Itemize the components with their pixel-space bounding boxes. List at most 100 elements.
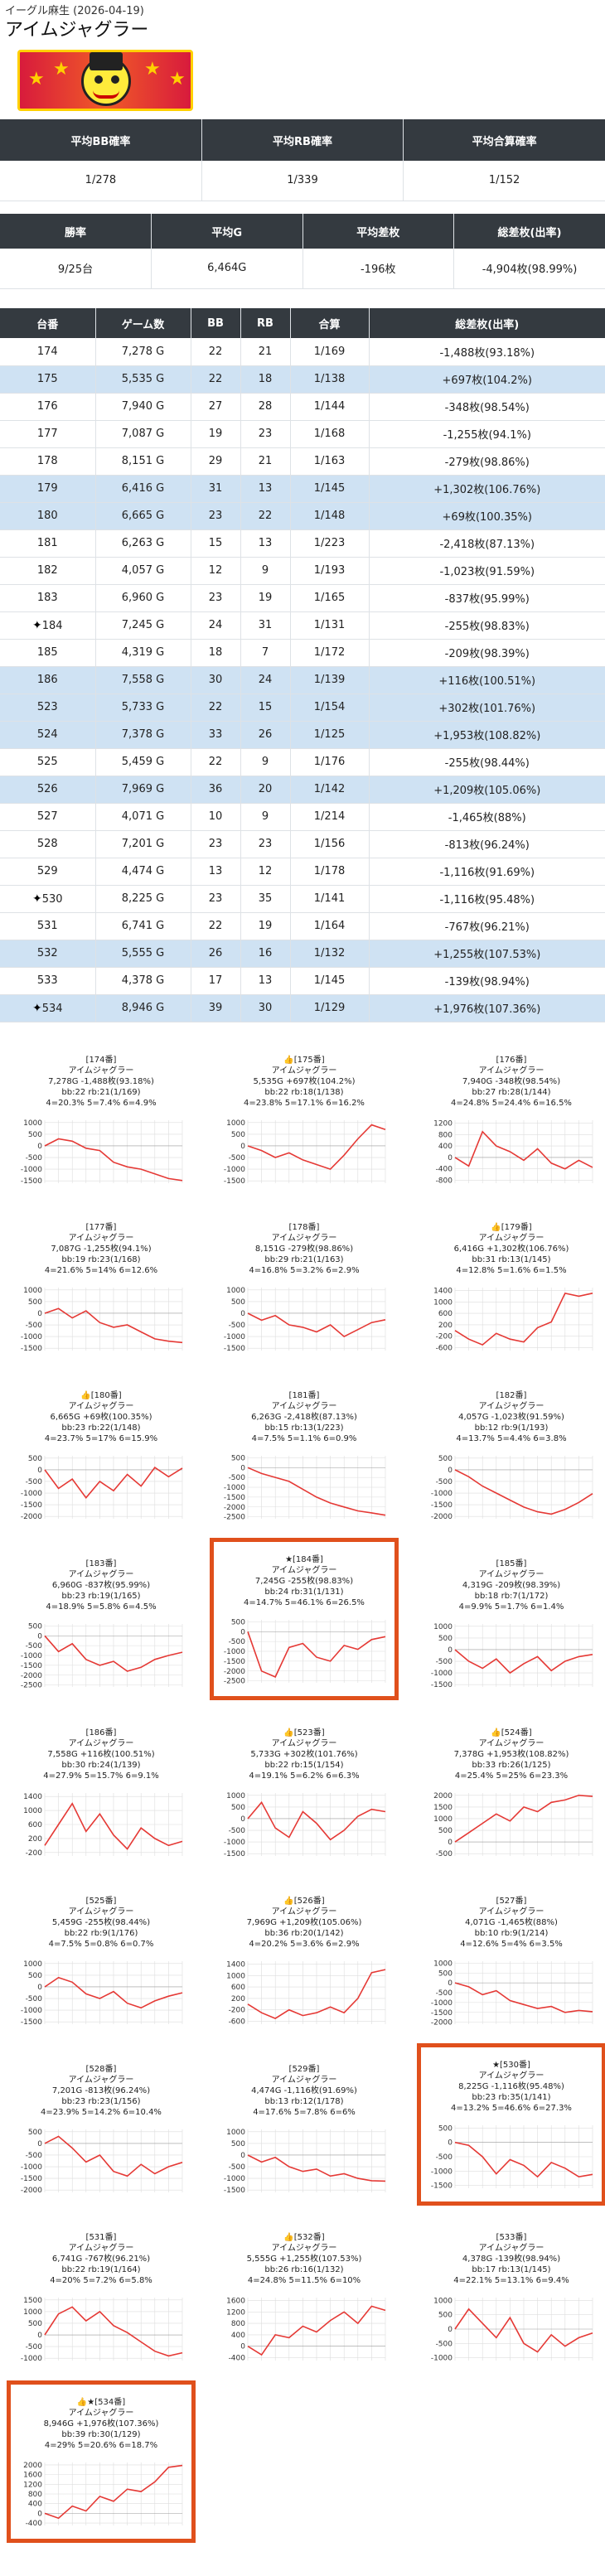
card-l1: 7,969G +1,209枚(105.06%) <box>246 1918 362 1927</box>
machine-graph-card[interactable]: 👍[524番] アイムジャグラー 7,378G +1,953枚(108.82%) bb… <box>417 1711 605 1873</box>
table-row[interactable]: 176 7,940 G 27 28 1/144 -348枚(98.54%) <box>0 393 605 421</box>
machine-graph-card[interactable]: [178番] アイムジャグラー 8,151G -279枚(98.86%) bb:29 … <box>210 1206 399 1368</box>
y-tick-label: 1000 <box>23 2308 42 2317</box>
cell-diff: +1,209枚(105.06%) <box>368 776 605 804</box>
header-total-prob[interactable]: 合算 <box>289 308 369 338</box>
cell-no: 532 <box>0 940 95 968</box>
y-tick-label: -400 <box>436 1166 453 1174</box>
table-row[interactable]: 524 7,378 G 33 26 1/125 +1,953枚(108.82%) <box>0 721 605 749</box>
table-row[interactable]: 523 5,733 G 22 15 1/154 +302枚(101.76%) <box>0 694 605 722</box>
card-l2: bb:29 rb:21(1/163) <box>264 1255 344 1264</box>
card-l1: 7,245G -255枚(98.83%) <box>254 1577 354 1586</box>
machine-graph-card[interactable]: [528番] アイムジャグラー 7,201G -813枚(96.24%) bb:23 … <box>7 2047 196 2210</box>
cell-bb: 23 <box>190 502 240 530</box>
card-l3: 4=27.9% 5=15.7% 6=9.1% <box>43 1771 159 1781</box>
cell-games: 5,555 G <box>94 940 191 968</box>
slump-graph: 500 0 -500 -1000 -1500 -2000 -2500 <box>224 1618 386 1685</box>
machine-graph-card[interactable]: [185番] アイムジャグラー 4,319G -209枚(98.39%) bb:18 … <box>417 1542 605 1704</box>
table-row[interactable]: 178 8,151 G 29 21 1/163 -279枚(98.86%) <box>0 447 605 476</box>
breadcrumb[interactable]: イーグル麻生 (2026-04-19) <box>5 5 144 17</box>
table-row[interactable]: 175 5,535 G 22 18 1/138 +697枚(104.2%) <box>0 365 605 394</box>
cell-diff: +1,976枚(107.36%) <box>368 994 605 1022</box>
table-row[interactable]: 531 6,741 G 22 19 1/164 -767枚(96.21%) <box>0 912 605 940</box>
header-rb[interactable]: RB <box>240 308 290 338</box>
machine-graph-card[interactable]: 👍[175番] アイムジャグラー 5,535G +697枚(104.2%) bb:22… <box>210 1038 399 1201</box>
table-row[interactable]: 179 6,416 G 31 13 1/145 +1,302枚(106.76%) <box>0 475 605 503</box>
machine-graph-card[interactable]: [177番] アイムジャグラー 7,087G -1,255枚(94.1%) bb:19… <box>7 1206 196 1368</box>
machine-graph-card[interactable]: [174番] アイムジャグラー 7,278G -1,488枚(93.18%) bb:2… <box>7 1038 196 1201</box>
card-l1: 7,278G -1,488枚(93.18%) <box>48 1077 154 1086</box>
card-info: [186番] アイムジャグラー 7,558G +116枚(100.51%) bb:30… <box>7 1711 196 1781</box>
cell-bb: 29 <box>190 447 240 476</box>
y-tick-label: 0 <box>37 1632 42 1641</box>
header-machine-no[interactable]: 台番 <box>0 308 95 338</box>
machine-graph-card[interactable]: 👍[523番] アイムジャグラー 5,733G +302枚(101.76%) bb:2… <box>210 1711 399 1873</box>
table-row[interactable]: 177 7,087 G 19 23 1/168 -1,255枚(94.1%) <box>0 420 605 448</box>
table-row[interactable]: ✦534 8,946 G 39 30 1/129 +1,976枚(107.36%) <box>0 994 605 1022</box>
table-row[interactable]: 526 7,969 G 36 20 1/142 +1,209枚(105.06%) <box>0 776 605 804</box>
cell-total: 1/156 <box>289 830 369 858</box>
cell-rb: 22 <box>240 502 290 530</box>
y-tick-label: 0 <box>448 1979 453 1988</box>
machine-graph-card[interactable]: [183番] アイムジャグラー 6,960G -837枚(95.99%) bb:23 … <box>7 1542 196 1704</box>
card-name: アイムジャグラー <box>68 2244 134 2253</box>
header-games[interactable]: ゲーム数 <box>94 308 191 338</box>
machine-graph-card[interactable]: 👍[179番] アイムジャグラー 6,416G +1,302枚(106.76%) bb… <box>417 1206 605 1368</box>
table-row[interactable]: 183 6,960 G 23 19 1/165 -837枚(95.99%) <box>0 584 605 612</box>
machine-graph-card[interactable]: 👍[532番] アイムジャグラー 5,555G +1,255枚(107.53%) bb… <box>210 2216 399 2378</box>
table-row[interactable]: 180 6,665 G 23 22 1/148 +69枚(100.35%) <box>0 502 605 530</box>
table-row[interactable]: 525 5,459 G 22 9 1/176 -255枚(98.44%) <box>0 748 605 776</box>
slump-line <box>454 1794 593 1843</box>
slump-line <box>44 1635 183 1672</box>
y-tick-label: 400 <box>231 2332 245 2340</box>
cell-bb: 30 <box>190 666 240 694</box>
machine-graph-card[interactable]: [529番] アイムジャグラー 4,474G -1,116枚(91.69%) bb:1… <box>210 2047 399 2210</box>
machine-graph-card[interactable]: 👍[180番] アイムジャグラー 6,665G +69枚(100.35%) bb:23… <box>7 1374 196 1536</box>
y-tick-label: -1500 <box>224 1345 245 1353</box>
table-row[interactable]: ✦184 7,245 G 24 31 1/131 -255枚(98.83%) <box>0 611 605 640</box>
machine-graph-card[interactable]: [531番] アイムジャグラー 6,741G -767枚(96.21%) bb:22 … <box>7 2216 196 2378</box>
cell-total: 1/132 <box>289 940 369 968</box>
table-row[interactable]: 532 5,555 G 26 16 1/132 +1,255枚(107.53%) <box>0 940 605 968</box>
slump-graph: 1000 500 0 -500 -1000 -1500 <box>224 1119 386 1186</box>
table-row[interactable]: 182 4,057 G 12 9 1/193 -1,023枚(91.59%) <box>0 557 605 585</box>
card-info: [176番] アイムジャグラー 7,940G -348枚(98.54%) bb:27 … <box>417 1038 605 1109</box>
y-tick-label: 500 <box>231 1804 245 1812</box>
card-l1: 4,474G -1,116枚(91.69%) <box>251 2086 357 2095</box>
cell-total: 1/144 <box>289 393 369 421</box>
cell-rb: 13 <box>240 475 290 503</box>
y-tick-label: 0 <box>448 2139 453 2148</box>
cell-rb: 9 <box>240 748 290 776</box>
machine-graph-card[interactable]: ★[184番] アイムジャグラー 7,245G -255枚(98.83%) bb:24… <box>210 1538 399 1700</box>
table-row[interactable]: 185 4,319 G 18 7 1/172 -209枚(98.39%) <box>0 639 605 667</box>
machine-graph-card[interactable]: [186番] アイムジャグラー 7,558G +116枚(100.51%) bb:30… <box>7 1711 196 1873</box>
card-machine-no: [175番] <box>293 1056 325 1065</box>
table-row[interactable]: ✦530 8,225 G 23 35 1/141 -1,116枚(95.48%) <box>0 885 605 913</box>
machine-graph-card[interactable]: [176番] アイムジャグラー 7,940G -348枚(98.54%) bb:27 … <box>417 1038 605 1201</box>
cell-games: 7,245 G <box>94 611 191 640</box>
card-l3: 4=12.6% 5=4% 6=3.5% <box>460 1940 563 1949</box>
cell-bb: 15 <box>190 529 240 558</box>
table-row[interactable]: 529 4,474 G 13 12 1/178 -1,116枚(91.69%) <box>0 858 605 886</box>
machine-graph-card[interactable]: [527番] アイムジャグラー 4,071G -1,465枚(88%) bb:10 r… <box>417 1879 605 2042</box>
machine-graph-card[interactable]: [525番] アイムジャグラー 5,459G -255枚(98.44%) bb:22 … <box>7 1879 196 2042</box>
slump-line <box>454 1649 593 1675</box>
table-row[interactable]: 528 7,201 G 23 23 1/156 -813枚(96.24%) <box>0 830 605 858</box>
machine-graph-card[interactable]: 👍★[534番] アイムジャグラー 8,946G +1,976枚(107.36%) b… <box>7 2380 196 2543</box>
header-bb[interactable]: BB <box>190 308 240 338</box>
y-tick-label: 500 <box>438 1455 453 1463</box>
machine-graph-card[interactable]: [182番] アイムジャグラー 4,057G -1,023枚(91.59%) bb:1… <box>417 1374 605 1536</box>
machine-graph-card[interactable]: [533番] アイムジャグラー 4,378G -139枚(98.94%) bb:17 … <box>417 2216 605 2378</box>
header-diff[interactable]: 総差枚(出率) <box>368 308 605 338</box>
table-row[interactable]: 527 4,071 G 10 9 1/214 -1,465枚(88%) <box>0 803 605 831</box>
table-row[interactable]: 181 6,263 G 15 13 1/223 -2,418枚(87.13%) <box>0 529 605 558</box>
table-row[interactable]: 186 7,558 G 30 24 1/139 +116枚(100.51%) <box>0 666 605 694</box>
y-tick-label: 1000 <box>226 1792 245 1800</box>
table-row[interactable]: 533 4,378 G 17 13 1/145 -139枚(98.94%) <box>0 967 605 995</box>
cell-games: 7,278 G <box>94 338 191 366</box>
machine-graph-card[interactable]: ★[530番] アイムジャグラー 8,225G -1,116枚(95.48%) bb:… <box>417 2043 605 2206</box>
machine-graph-card[interactable]: [181番] アイムジャグラー 6,263G -2,418枚(87.13%) bb:1… <box>210 1374 399 1536</box>
machine-graph-card[interactable]: 👍[526番] アイムジャグラー 7,969G +1,209枚(105.06%) bb… <box>210 1879 399 2042</box>
table-row[interactable]: 174 7,278 G 22 21 1/169 -1,488枚(93.18%) <box>0 338 605 366</box>
y-tick-label: 500 <box>28 1455 42 1463</box>
